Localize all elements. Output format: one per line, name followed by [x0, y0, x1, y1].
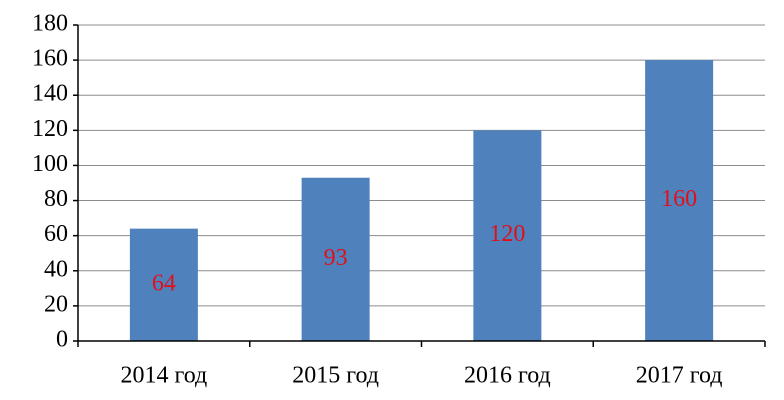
x-tick-label: 2017 год	[636, 363, 723, 389]
bar	[129, 228, 198, 341]
y-tick-label: 100	[32, 151, 68, 177]
y-tick-label: 40	[44, 256, 68, 282]
x-tick-label: 2016 год	[464, 363, 551, 389]
y-tick-label: 140	[32, 81, 68, 107]
y-tick-label: 80	[44, 186, 68, 212]
data-label: 120	[489, 221, 525, 247]
bar	[645, 60, 714, 341]
data-label: 93	[324, 245, 348, 271]
y-tick-label: 0	[56, 327, 68, 353]
y-tick-label: 160	[32, 46, 68, 72]
y-tick-label: 20	[44, 291, 68, 317]
y-tick-label: 120	[32, 116, 68, 142]
data-label: 160	[661, 186, 697, 212]
data-label: 64	[152, 270, 176, 296]
x-tick-label: 2014 год	[120, 363, 207, 389]
y-tick-label: 60	[44, 221, 68, 247]
bar	[473, 130, 542, 341]
x-tick-label: 2015 год	[292, 363, 379, 389]
y-tick-label: 180	[32, 11, 68, 37]
bar	[301, 177, 370, 341]
